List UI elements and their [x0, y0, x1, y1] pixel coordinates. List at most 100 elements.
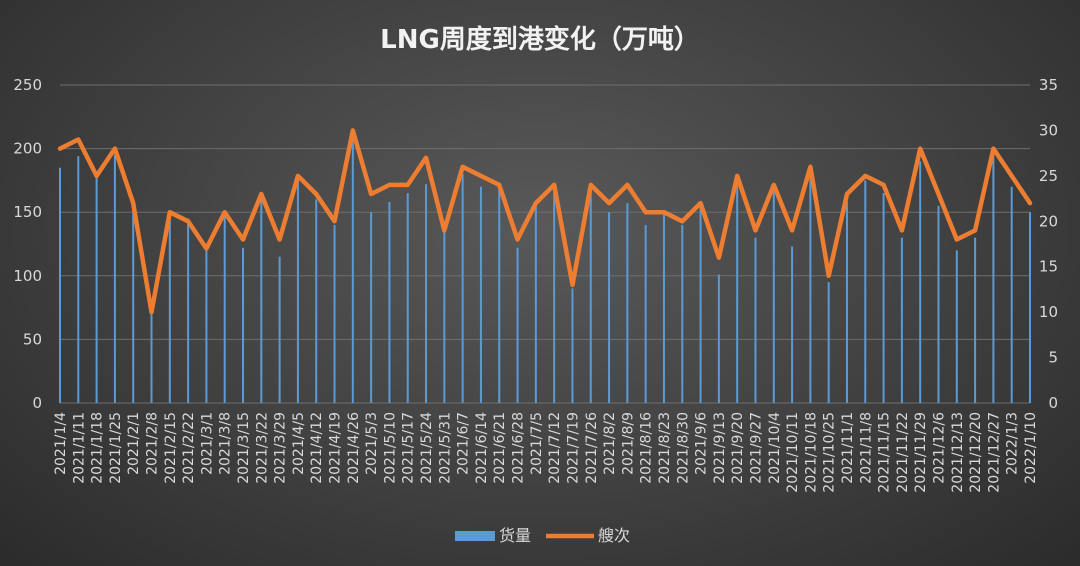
- bar: [443, 231, 446, 403]
- bar: [260, 193, 263, 403]
- bar: [864, 180, 867, 403]
- x-axis-tick-label: 2021/1/4: [53, 412, 69, 475]
- line-point: [479, 174, 483, 178]
- line-point: [772, 183, 775, 187]
- left-axis-tick-label: 100: [13, 267, 42, 285]
- right-axis-tick-label: 15: [1039, 258, 1058, 276]
- line-point: [516, 238, 519, 241]
- line-point: [186, 220, 190, 223]
- bar: [754, 237, 757, 403]
- right-axis-tick-label: 0: [1048, 394, 1058, 412]
- bar: [113, 154, 116, 403]
- bar: [77, 156, 80, 403]
- bar: [1029, 212, 1031, 403]
- line-point: [315, 192, 318, 196]
- line-point: [882, 183, 885, 187]
- bar: [461, 174, 464, 403]
- right-axis-tick-label: 20: [1039, 212, 1058, 230]
- line-point: [406, 183, 409, 187]
- line-point: [552, 183, 556, 187]
- line-point: [717, 256, 721, 259]
- bar: [406, 193, 409, 403]
- bar: [626, 203, 629, 403]
- x-axis-tick-label: 2021/9/27: [749, 412, 765, 484]
- line-point: [113, 147, 117, 150]
- x-axis-tick-label: 2021/8/9: [620, 412, 636, 475]
- bar: [168, 212, 171, 403]
- bar: [59, 167, 61, 403]
- x-axis-tick-label: 2021/3/8: [218, 412, 234, 475]
- right-axis-tick-label: 10: [1039, 303, 1058, 321]
- series-line: [57, 128, 1033, 315]
- x-axis-tick-label: 2021/12/20: [968, 412, 984, 493]
- left-axis-tick-label: 250: [13, 76, 42, 94]
- right-axis-ticks: 0 5 10 15 20 25 30 35: [1039, 76, 1058, 412]
- bar: [479, 186, 482, 403]
- x-axis-tick-label: 2021/2/22: [181, 412, 197, 484]
- bar: [974, 237, 977, 403]
- line-point: [223, 211, 226, 214]
- x-axis-tick-label: 2021/6/21: [492, 412, 508, 484]
- legend: 货量 艘次: [455, 526, 630, 545]
- x-axis-tick-label: 2021/11/8: [858, 412, 874, 484]
- x-axis-tick-label: 2021/12/27: [986, 412, 1002, 493]
- bar: [296, 174, 299, 403]
- line-point: [168, 211, 172, 214]
- x-axis-tick-label: 2021/3/29: [273, 412, 289, 484]
- bar: [388, 202, 391, 403]
- line-point: [388, 183, 391, 187]
- line-point: [790, 229, 794, 232]
- bar: [95, 174, 98, 403]
- line-point: [918, 147, 922, 150]
- x-axis-tick-label: 2021/9/6: [694, 412, 710, 475]
- x-axis-tick-label: 2021/3/22: [254, 412, 270, 484]
- line-point: [662, 211, 666, 214]
- legend-label: 艘次: [598, 526, 630, 545]
- x-axis-tick-label: 2021/7/26: [584, 412, 600, 484]
- bar: [699, 205, 702, 403]
- bar: [498, 189, 501, 403]
- line-point: [845, 192, 849, 196]
- x-axis-tick-label: 2021/12/13: [950, 412, 966, 493]
- x-axis-tick-label: 2021/11/1: [840, 412, 856, 484]
- bar: [608, 212, 611, 403]
- bar: [571, 288, 574, 403]
- line-point: [681, 220, 684, 223]
- line-point: [571, 283, 574, 287]
- x-axis-tick-label: 2021/5/24: [419, 412, 435, 484]
- bar: [882, 193, 885, 403]
- line-point: [644, 211, 647, 214]
- bar-series: [59, 135, 1031, 403]
- bar: [955, 250, 958, 403]
- x-axis-tick-label: 2021/5/31: [437, 412, 453, 484]
- line-point: [296, 174, 300, 178]
- left-axis-tick-label: 0: [32, 394, 42, 412]
- line-point: [900, 229, 904, 232]
- bar: [736, 180, 739, 403]
- line-point: [95, 174, 98, 178]
- right-axis-tick-label: 35: [1039, 76, 1058, 94]
- x-axis-tick-label: 2021/4/12: [309, 412, 325, 484]
- bar: [937, 205, 940, 403]
- bar: [900, 237, 903, 403]
- line-point: [937, 192, 940, 196]
- bar: [534, 205, 537, 403]
- bar: [845, 202, 848, 403]
- x-axis-tick-label: 2021/1/25: [108, 412, 124, 484]
- x-axis-tick-label: 2021/2/15: [163, 412, 179, 484]
- x-axis-tick-label: 2021/4/5: [291, 412, 307, 475]
- x-axis-tick-label: 2021/9/13: [712, 412, 728, 484]
- x-axis-tick-label: 2021/1/18: [90, 412, 106, 484]
- bar: [242, 247, 245, 403]
- line-point: [498, 183, 501, 187]
- line-point: [1028, 201, 1032, 205]
- line-point: [754, 229, 757, 232]
- x-axis-tick-label: 2021/10/11: [785, 412, 801, 493]
- line-series: [57, 128, 1033, 315]
- line-point: [534, 201, 538, 205]
- left-axis-tick-label: 200: [13, 140, 42, 158]
- line-point: [260, 192, 263, 196]
- line-point: [351, 129, 355, 132]
- line-point: [955, 238, 958, 241]
